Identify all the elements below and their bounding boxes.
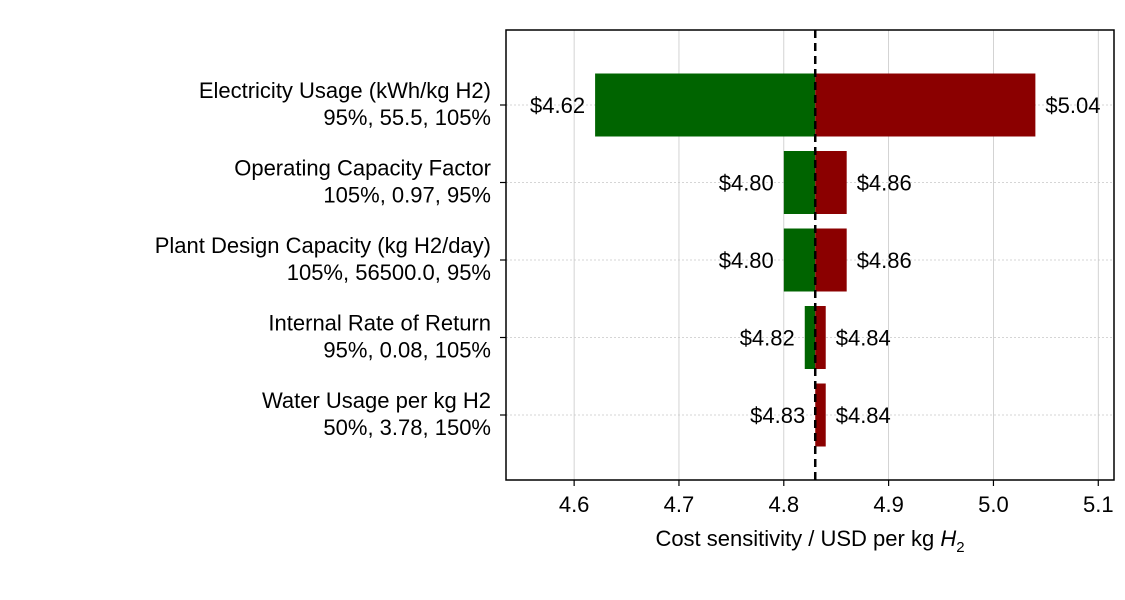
bar-low-label: $4.62: [530, 93, 585, 118]
bar-high: [815, 228, 847, 292]
x-axis-title: Cost sensitivity / USD per kg H2: [655, 526, 964, 556]
category-name: Plant Design Capacity (kg H2/day): [155, 233, 491, 258]
category-detail: 95%, 0.08, 105%: [323, 338, 491, 363]
category-detail: 105%, 0.97, 95%: [323, 183, 491, 208]
bar-low-label: $4.82: [740, 326, 795, 351]
bar-low: [595, 73, 816, 137]
bar-low: [783, 151, 816, 214]
bars: [595, 73, 1036, 447]
bar-high-label: $4.84: [836, 326, 891, 351]
x-tick-label: 5.1: [1083, 492, 1114, 517]
x-tick-label: 4.6: [559, 492, 590, 517]
bar-low-label: $4.83: [750, 403, 805, 428]
category-name: Electricity Usage (kWh/kg H2): [199, 78, 491, 103]
bar-low: [804, 306, 816, 369]
bar-low-label: $4.80: [719, 248, 774, 273]
bar-high: [815, 306, 826, 369]
y-axis-categories: Electricity Usage (kWh/kg H2)95%, 55.5, …: [155, 78, 506, 440]
bar-high: [815, 151, 847, 214]
x-axis-title-subscript: 2: [956, 539, 964, 556]
x-tick-label: 4.8: [768, 492, 799, 517]
category-detail: 50%, 3.78, 150%: [323, 415, 491, 440]
x-axis-ticks: 4.6 4.7 4.8 4.9 5.0 5.1: [559, 480, 1114, 517]
category-name: Internal Rate of Return: [268, 311, 491, 336]
category-name: Operating Capacity Factor: [234, 156, 491, 181]
category-detail: 105%, 56500.0, 95%: [287, 260, 491, 285]
bar-low: [783, 228, 816, 292]
bar-high: [815, 73, 1036, 137]
x-axis-title-symbol: H: [940, 526, 956, 551]
category-detail: 95%, 55.5, 105%: [323, 105, 491, 130]
bar-high-label: $4.84: [836, 403, 891, 428]
plot-frame: [505, 29, 1115, 481]
x-axis-title-text: Cost sensitivity / USD per kg: [655, 526, 934, 551]
bar-high: [815, 383, 826, 447]
bar-high-label: $4.86: [857, 248, 912, 273]
bar-high-label: $4.86: [857, 171, 912, 196]
x-tick-label: 4.7: [664, 492, 695, 517]
x-tick-label: 4.9: [873, 492, 904, 517]
bar-high-label: $5.04: [1045, 93, 1100, 118]
category-name: Water Usage per kg H2: [262, 388, 491, 413]
x-tick-label: 5.0: [978, 492, 1009, 517]
bar-value-labels: $4.62 $5.04 $4.80 $4.86 $4.80 $4.86 $4.82 $4.84…: [530, 93, 1100, 428]
bar-low-label: $4.80: [719, 171, 774, 196]
